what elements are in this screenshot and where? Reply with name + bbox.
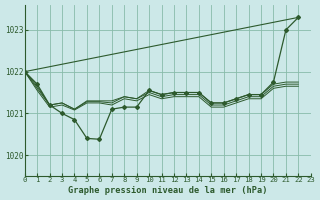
- X-axis label: Graphe pression niveau de la mer (hPa): Graphe pression niveau de la mer (hPa): [68, 186, 268, 195]
